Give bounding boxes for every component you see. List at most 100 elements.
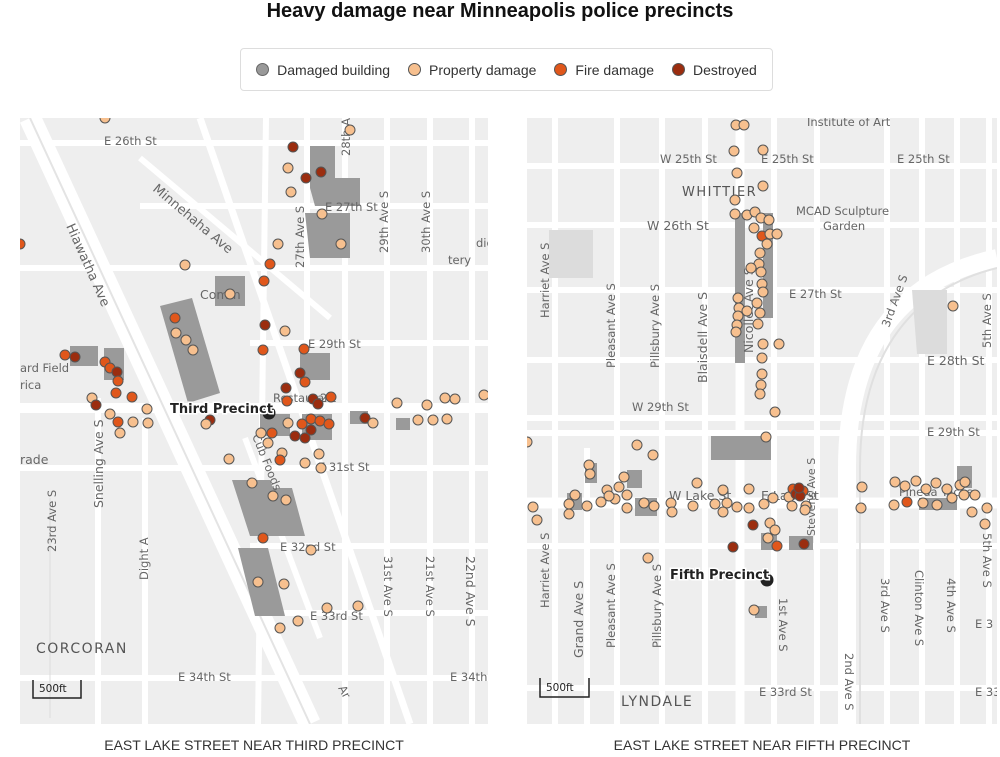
fire-damage-point[interactable] [258, 275, 270, 287]
fire-damage-point[interactable] [274, 454, 286, 466]
destroyed-point[interactable] [280, 382, 292, 394]
property-damage-point[interactable] [267, 490, 279, 502]
property-damage-point[interactable] [755, 266, 767, 278]
property-damage-point[interactable] [613, 481, 625, 493]
fire-damage-point[interactable] [169, 312, 181, 324]
property-damage-point[interactable] [618, 471, 630, 483]
property-damage-point[interactable] [666, 506, 678, 518]
property-damage-point[interactable] [179, 259, 191, 271]
destroyed-point[interactable] [299, 432, 311, 444]
property-damage-point[interactable] [104, 408, 116, 420]
property-damage-point[interactable] [282, 417, 294, 429]
map-fifth-precinct[interactable]: Institute of Art W 25th St E 25th St E 2… [527, 118, 997, 724]
property-damage-point[interactable] [527, 501, 539, 513]
fire-damage-point[interactable] [325, 391, 337, 403]
destroyed-point[interactable] [359, 412, 371, 424]
property-damage-point[interactable] [958, 489, 970, 501]
property-damage-point[interactable] [756, 352, 768, 364]
fire-damage-point[interactable] [314, 415, 326, 427]
property-damage-point[interactable] [947, 300, 959, 312]
fire-damage-point[interactable] [126, 391, 138, 403]
destroyed-point[interactable] [305, 424, 317, 436]
property-damage-point[interactable] [769, 406, 781, 418]
property-damage-point[interactable] [344, 124, 356, 136]
property-damage-point[interactable] [391, 397, 403, 409]
property-damage-point[interactable] [313, 448, 325, 460]
property-damage-point[interactable] [631, 439, 643, 451]
property-damage-point[interactable] [642, 552, 654, 564]
property-damage-point[interactable] [246, 477, 258, 489]
property-damage-point[interactable] [754, 388, 766, 400]
property-damage-point[interactable] [367, 417, 379, 429]
property-damage-point[interactable] [745, 262, 757, 274]
fire-damage-point[interactable] [110, 387, 122, 399]
property-damage-point[interactable] [187, 344, 199, 356]
property-damage-point[interactable] [595, 496, 607, 508]
property-damage-point[interactable] [141, 403, 153, 415]
property-damage-point[interactable] [717, 506, 729, 518]
fire-damage-point[interactable] [264, 258, 276, 270]
destroyed-point[interactable] [294, 367, 306, 379]
property-damage-point[interactable] [941, 483, 953, 495]
property-damage-point[interactable] [755, 379, 767, 391]
property-damage-point[interactable] [280, 494, 292, 506]
property-damage-point[interactable] [279, 325, 291, 337]
fire-damage-point[interactable] [299, 376, 311, 388]
property-damage-point[interactable] [687, 500, 699, 512]
destroyed-point[interactable] [793, 482, 805, 494]
property-damage-point[interactable] [648, 500, 660, 512]
property-damage-point[interactable] [621, 502, 633, 514]
fire-damage-point[interactable] [257, 532, 269, 544]
property-damage-point[interactable] [583, 459, 595, 471]
property-damage-point[interactable] [427, 414, 439, 426]
property-damage-point[interactable] [478, 389, 488, 401]
property-damage-point[interactable] [352, 600, 364, 612]
property-damage-point[interactable] [748, 604, 760, 616]
property-damage-point[interactable] [531, 514, 543, 526]
property-damage-point[interactable] [899, 480, 911, 492]
property-damage-point[interactable] [751, 297, 763, 309]
property-damage-point[interactable] [754, 247, 766, 259]
property-damage-point[interactable] [262, 437, 274, 449]
property-damage-point[interactable] [441, 413, 453, 425]
property-damage-point[interactable] [282, 162, 294, 174]
property-damage-point[interactable] [946, 492, 958, 504]
property-damage-point[interactable] [888, 499, 900, 511]
property-damage-point[interactable] [449, 393, 461, 405]
property-damage-point[interactable] [732, 292, 744, 304]
property-damage-point[interactable] [224, 288, 236, 300]
police-precinct-marker[interactable] [760, 573, 774, 587]
property-damage-point[interactable] [930, 477, 942, 489]
property-damage-point[interactable] [799, 504, 811, 516]
property-damage-point[interactable] [969, 489, 981, 501]
property-damage-point[interactable] [717, 484, 729, 496]
property-damage-point[interactable] [917, 497, 929, 509]
property-damage-point[interactable] [305, 544, 317, 556]
property-damage-point[interactable] [709, 498, 721, 510]
destroyed-point[interactable] [300, 172, 312, 184]
property-damage-point[interactable] [920, 483, 932, 495]
property-damage-point[interactable] [299, 457, 311, 469]
property-damage-point[interactable] [691, 477, 703, 489]
property-damage-point[interactable] [142, 417, 154, 429]
fire-damage-point[interactable] [20, 238, 26, 250]
property-damage-point[interactable] [731, 167, 743, 179]
property-damage-point[interactable] [760, 431, 772, 443]
property-damage-point[interactable] [758, 498, 770, 510]
property-damage-point[interactable] [603, 490, 615, 502]
property-damage-point[interactable] [732, 310, 744, 322]
destroyed-point[interactable] [287, 141, 299, 153]
fire-damage-point[interactable] [266, 427, 278, 439]
property-damage-point[interactable] [729, 194, 741, 206]
property-damage-point[interactable] [721, 497, 733, 509]
property-damage-point[interactable] [757, 286, 769, 298]
property-damage-point[interactable] [252, 576, 264, 588]
destroyed-point[interactable] [727, 541, 739, 553]
property-damage-point[interactable] [763, 214, 775, 226]
property-damage-point[interactable] [856, 481, 868, 493]
property-damage-point[interactable] [754, 307, 766, 319]
property-damage-point[interactable] [621, 489, 633, 501]
fire-damage-point[interactable] [298, 343, 310, 355]
property-damage-point[interactable] [769, 524, 781, 536]
destroyed-point[interactable] [111, 366, 123, 378]
